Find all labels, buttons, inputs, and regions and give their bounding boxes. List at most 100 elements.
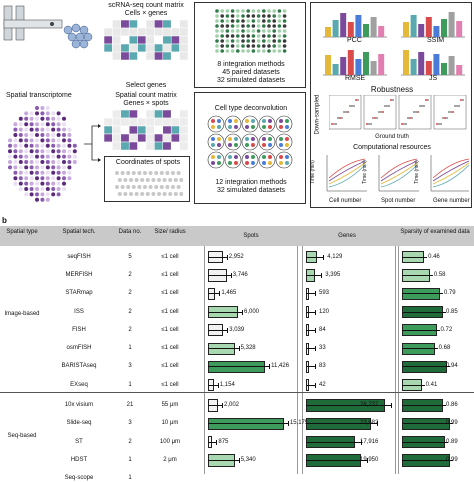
cell-type-dot (262, 143, 266, 147)
integration-dot (246, 44, 250, 48)
integration-dot (225, 34, 230, 38)
matrix-cell (137, 125, 147, 135)
comp-line (380, 158, 418, 179)
integration-dot (215, 34, 219, 38)
spots-value: 1,465 (221, 290, 237, 297)
cell-size: ≤1 cell (161, 363, 179, 370)
cell-type-dot (262, 161, 266, 165)
tissue-spot (24, 165, 29, 170)
genes-error-bar (306, 459, 367, 461)
tissue-spot (24, 116, 29, 121)
cell-tech: ST (75, 438, 83, 445)
comp-title: Computational resources (353, 144, 431, 151)
cell-type-dot (217, 137, 221, 141)
tissue-spot (24, 133, 29, 137)
tissue-section-image (6, 104, 80, 204)
integration-dot (236, 24, 240, 28)
tissue-spot (72, 154, 77, 159)
spot-circle (275, 133, 293, 151)
tissue-spot (45, 138, 50, 143)
scatter-point (388, 105, 390, 107)
matrix-cell (112, 125, 122, 135)
tissue-spot (40, 111, 45, 116)
genes-error-bar (306, 311, 315, 313)
metric-bar (378, 54, 385, 75)
tissue-spot (67, 176, 72, 181)
cell-type-dot (228, 119, 232, 123)
comp-line (328, 158, 366, 179)
time-label-1: Time (min) (309, 160, 316, 184)
integration-dot (256, 34, 261, 38)
scatter-point (411, 117, 413, 119)
cell-type-dot (217, 143, 221, 147)
tissue-spot (40, 176, 45, 181)
comp-line (328, 164, 366, 188)
deconvolution-panel: Cell type deconvolution 12 integration m… (194, 92, 306, 204)
metric-bar (425, 61, 432, 75)
integration-dot (246, 29, 250, 33)
genes-value: 33 (319, 345, 326, 352)
matrix-cell (170, 51, 180, 61)
header-genes: Genes (338, 233, 356, 239)
integration-dot (215, 9, 219, 13)
integration-dot (246, 49, 250, 53)
comp-line (432, 162, 469, 185)
tissue-spot (40, 170, 45, 175)
matrix-cell (162, 51, 172, 61)
scatter-point (370, 123, 372, 125)
tissue-spot (35, 122, 39, 127)
integration-dot (220, 19, 224, 23)
tissue-spot (18, 187, 23, 191)
scatter-point (460, 99, 462, 101)
cell-type-dot (245, 119, 249, 123)
integration-dot (262, 29, 266, 33)
column-frame-spots (204, 246, 298, 474)
matrix-cell (112, 51, 122, 61)
tissue-spot (18, 138, 23, 143)
integration-dot (272, 39, 276, 43)
metric-bar (433, 26, 440, 37)
genes-error-cap (315, 382, 316, 388)
cell-type-dot (234, 143, 238, 147)
tissue-spot (45, 116, 50, 121)
integration-dot (241, 9, 245, 13)
tissue-spot (13, 122, 18, 127)
robust-x-label: Ground truth (375, 134, 409, 140)
select-genes-label: Select genes (125, 82, 167, 89)
cell-size: 10 μm (161, 420, 179, 427)
metric-bar (370, 17, 377, 37)
tissue-spot (56, 176, 61, 181)
tissue-spot (62, 181, 66, 186)
cell-type-dot (217, 161, 221, 165)
tissue-spot (24, 154, 29, 159)
tissue-spot (13, 154, 18, 159)
tissue-spot (24, 160, 29, 164)
sparsity-error-bar (402, 348, 438, 350)
spots-value: 6,000 (244, 308, 260, 315)
tissue-spot (45, 127, 50, 132)
integration-dot (267, 24, 271, 28)
scatter-point (409, 117, 411, 119)
matrix-cell (128, 141, 138, 151)
matrix-cell (170, 141, 180, 151)
coordinate-spot (140, 178, 145, 182)
comp-line (380, 160, 418, 182)
metric-bar (355, 59, 362, 75)
matrix-cell (120, 109, 130, 119)
scrna-subtitle: Cells × genes (124, 10, 168, 17)
tissue-spot (56, 111, 61, 116)
scatter-point (353, 105, 355, 107)
scatter-point (436, 123, 438, 125)
sparsity-error-bar (402, 311, 446, 313)
panel-b-label: b (2, 216, 7, 225)
tissue-spot (29, 160, 34, 164)
group-label-seq-based: Seq-based (7, 433, 37, 439)
coordinate-spot (137, 185, 142, 189)
tissue-spot (35, 165, 39, 170)
cell-tech: FISH (72, 326, 86, 333)
genes-value: 17,916 (360, 438, 379, 445)
integration-dot (220, 49, 224, 53)
matrix-cell (162, 27, 172, 37)
header-spatial-tech: Spatial tech. (62, 229, 96, 235)
tissue-spot (67, 165, 72, 170)
